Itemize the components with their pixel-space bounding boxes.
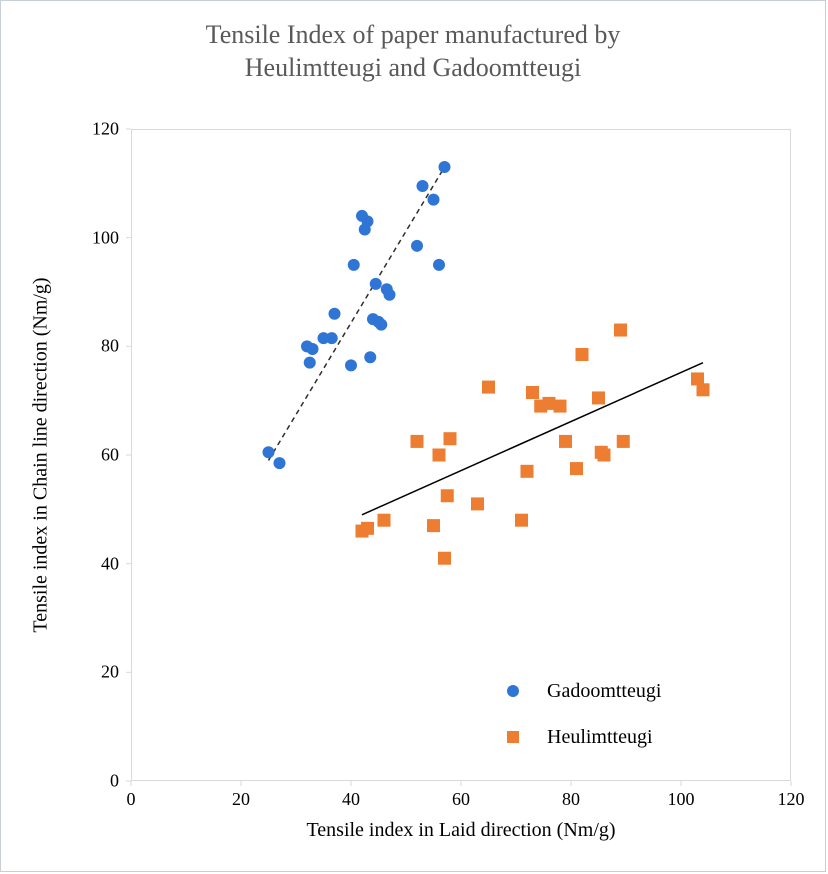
y-tick-label: 40 [101, 553, 119, 574]
legend: Gadoomtteugi Heulimtteugi [501, 679, 661, 771]
chart-title: Tensile Index of paper manufactured by H… [1, 19, 825, 84]
legend-label: Gadoomtteugi [547, 680, 661, 703]
y-tick-label: 20 [101, 662, 119, 683]
x-tick-label: 20 [232, 789, 250, 810]
x-tick-label: 80 [562, 789, 580, 810]
y-tick-label: 0 [110, 771, 119, 792]
x-axis-label: Tensile index in Laid direction (Nm/g) [306, 819, 615, 842]
square-marker-icon [501, 725, 525, 749]
x-tick-label: 120 [778, 789, 805, 810]
legend-label: Heulimtteugi [547, 726, 653, 749]
circle-marker-icon [501, 679, 525, 703]
legend-item-gadoomtteugi: Gadoomtteugi [501, 679, 661, 703]
x-tick-label: 0 [127, 789, 136, 810]
x-tick-label: 100 [668, 789, 695, 810]
chart-container: Tensile Index of paper manufactured by H… [0, 0, 826, 872]
y-axis-label: Tensile index in Chain line direction (N… [30, 277, 53, 632]
y-tick-label: 120 [92, 119, 119, 140]
y-tick-label: 80 [101, 336, 119, 357]
y-tick-label: 100 [92, 227, 119, 248]
x-tick-label: 40 [342, 789, 360, 810]
y-tick-label: 60 [101, 445, 119, 466]
plot-area [131, 129, 791, 781]
x-tick-label: 60 [452, 789, 470, 810]
legend-item-heulimtteugi: Heulimtteugi [501, 725, 661, 749]
